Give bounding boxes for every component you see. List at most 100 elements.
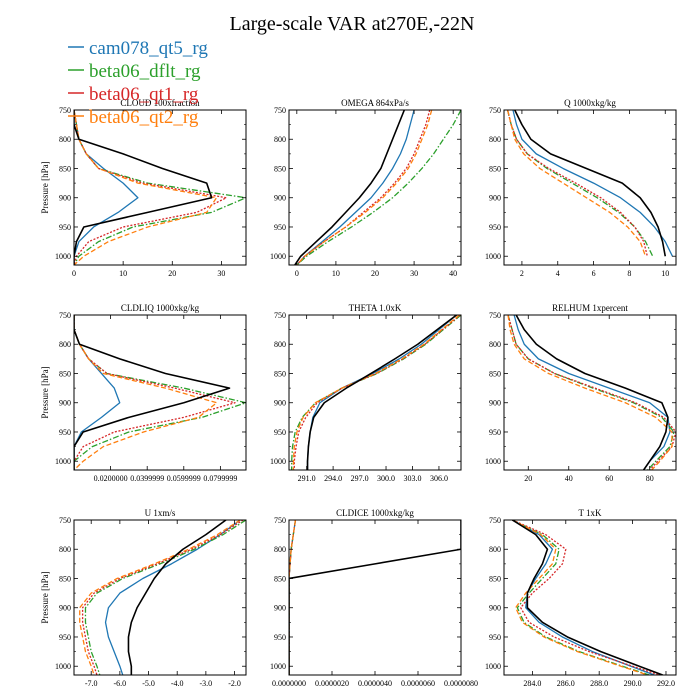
y-tick-label: 800 [59,135,71,144]
x-tick-label: 291.0 [298,474,316,483]
series-line-5 [306,315,458,470]
chart-panel-9: 750 800 850 900 950 1000 284.0 286.0 288.0 290.0 2… [485,508,677,688]
y-tick-label: 1000 [55,457,71,466]
x-tick-label: -4.0 [171,679,184,688]
legend-label-2: beta06_dflt_rg [89,61,201,82]
y-tick-label: 800 [274,135,286,144]
axes-frame [73,109,247,266]
x-tick-label: 290.0 [624,679,642,688]
y-tick-label: 950 [489,428,501,437]
series-line-4 [506,110,647,257]
y-tick-label: 850 [274,369,286,378]
series-line-5 [74,110,213,265]
y-tick-label: 800 [489,340,501,349]
y-tick-label: 950 [59,633,71,642]
legend-entry-1: cam078_qt5_rg [68,38,208,59]
panel-title: T 1xK [578,508,602,518]
series-line-5 [511,520,663,675]
y-tick-label: 850 [489,164,501,173]
y-tick-label: 1000 [55,662,71,671]
y-tick-label: 950 [59,428,71,437]
x-tick-label: -7.0 [85,679,98,688]
y-tick-label: 800 [274,340,286,349]
panel-title: U 1xm/s [145,508,176,518]
x-tick-label: 0.0200000 [94,474,128,483]
y-tick-label: 800 [489,545,501,554]
y-tick-label: 1000 [270,252,286,261]
series-group [74,315,246,470]
chart-panel-6: 750 800 850 900 950 1000 20 40 60 80 RELHUM 1xperc… [485,303,677,483]
legend-label-3: beta06_qt1_rg [89,84,199,105]
series-group [290,315,461,470]
y-tick-label: 950 [489,633,501,642]
x-tick-label: 20 [371,269,379,278]
series-line-3 [293,315,461,470]
axes-frame [73,519,247,676]
series-line-2 [507,315,675,470]
y-tick-label: 950 [274,223,286,232]
x-tick-label: 284.0 [523,679,541,688]
legend-entry-3: beta06_qt1_rg [68,84,199,105]
y-tick-label: 1000 [55,252,71,261]
y-tick-label: 900 [274,399,286,408]
panel-title: Q 1000xkg/kg [564,98,616,108]
x-tick-label: 0.0000020 [315,679,349,688]
x-tick-label: 303.0 [403,474,421,483]
series-group [294,110,461,265]
panel-title: CLDICE 1000xkg/kg [336,508,414,518]
axes-frame [503,519,677,676]
series-line-3 [296,110,431,265]
series-line-5 [514,110,667,257]
x-tick-label: 10 [332,269,340,278]
x-tick-label: 60 [605,474,613,483]
series-group [74,110,246,265]
series-line-2 [296,110,461,265]
series-group [506,110,674,257]
x-tick-label: 10 [119,269,127,278]
axes-frame [288,314,462,471]
series-line-1 [104,520,241,675]
y-tick-label: 750 [489,516,501,525]
x-tick-label: 288.0 [590,679,608,688]
y-tick-label: 750 [489,311,501,320]
y-tick-label: 850 [59,164,71,173]
y-axis-label: Pressure [hPa] [40,366,50,418]
y-tick-label: 1000 [270,662,286,671]
y-tick-label: 900 [274,194,286,203]
x-tick-label: 0 [72,269,76,278]
axes-frame [73,314,247,471]
series-line-3 [506,110,648,257]
x-tick-label: 6 [592,269,596,278]
series-line-4 [292,315,460,470]
y-tick-label: 800 [59,545,71,554]
y-tick-label: 1000 [485,252,501,261]
y-tick-label: 1000 [485,662,501,671]
y-tick-label: 850 [59,574,71,583]
x-tick-label: 300.0 [377,474,395,483]
series-line-1 [296,110,415,265]
series-group [511,520,663,675]
series-line-5 [515,315,669,470]
y-tick-label: 750 [489,106,501,115]
y-tick-label: 750 [274,311,286,320]
x-tick-label: 80 [646,474,654,483]
chart-panel-8: 750 800 850 900 950 1000 0.0000000 0.0000020 0.0… [270,508,478,688]
x-tick-label: 297.0 [351,474,369,483]
x-tick-label: -6.0 [114,679,127,688]
series-line-3 [81,520,244,675]
chart-panel-3: 750 800 850 900 950 1000 2 4 6 8 10 Q 1000xkg/kg [485,98,677,278]
series-line-5 [127,520,227,675]
x-tick-label: -3.0 [200,679,213,688]
panel-title: THETA 1.0xK [349,303,402,313]
y-tick-label: 850 [274,574,286,583]
y-tick-label: 800 [59,340,71,349]
y-tick-label: 900 [59,399,71,408]
x-tick-label: 2 [520,269,524,278]
x-tick-label: 292.0 [657,679,675,688]
y-tick-label: 850 [274,164,286,173]
x-tick-label: -2.0 [228,679,241,688]
x-tick-label: 10 [661,269,669,278]
series-group [507,315,676,470]
